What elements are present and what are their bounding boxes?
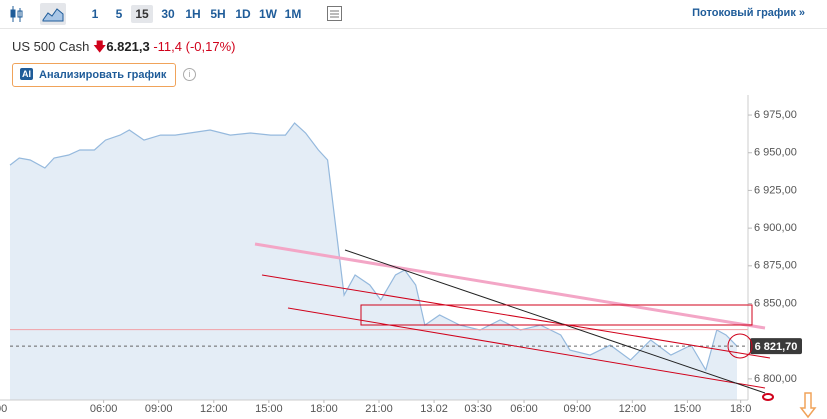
- x-tick-label: 06:00: [510, 403, 538, 415]
- trend-line: [344, 249, 766, 394]
- instrument: US 500 Cash: [12, 39, 90, 54]
- watermark-brand: Investing: [24, 302, 72, 314]
- x-tick-label: 18:00: [310, 403, 338, 415]
- watermark-suffix: .com: [72, 299, 107, 316]
- x-tick-label: 00:00: [0, 403, 7, 415]
- y-tick-label: 6 900,00: [754, 222, 797, 234]
- x-tick-label: 15:00: [255, 403, 283, 415]
- drawings: [254, 242, 817, 419]
- ellipse-mark: [762, 393, 774, 401]
- x-tick-label: 12:00: [619, 403, 647, 415]
- quote-header: US 500 Cash 🡇6.821,3 -11,4 (-0,17%): [12, 38, 235, 60]
- table-icon[interactable]: [326, 5, 344, 23]
- ai-label: Анализировать график: [39, 69, 167, 81]
- y-tick-label: 6 800,00: [754, 373, 797, 385]
- trend-line: [287, 307, 766, 389]
- x-tick-label: 13.02: [420, 403, 448, 415]
- change-pct: (-0,17%): [185, 39, 236, 54]
- x-tick-label: 09:00: [564, 403, 592, 415]
- interval-button[interactable]: 30: [161, 7, 175, 21]
- y-tick-label: 6 925,00: [754, 184, 797, 196]
- x-tick-label: 12:00: [200, 403, 228, 415]
- interval-button[interactable]: 1W: [259, 7, 277, 21]
- x-tick-label: 06:00: [90, 403, 118, 415]
- arrow-icon: [799, 392, 817, 419]
- interval-button[interactable]: 1H: [185, 7, 201, 21]
- interval-button[interactable]: 1: [91, 7, 99, 21]
- trend-line: [254, 242, 766, 330]
- interval-button[interactable]: 5H: [210, 7, 226, 21]
- interval-button[interactable]: 15: [131, 5, 153, 23]
- y-tick-label: 6 975,00: [754, 109, 797, 121]
- ai-button[interactable]: AI Анализировать график: [12, 63, 176, 87]
- x-tick-label: 15:00: [674, 403, 702, 415]
- y-tick-label: 6 850,00: [754, 297, 797, 309]
- y-tick-label: 6 950,00: [754, 147, 797, 159]
- stream-link[interactable]: Потоковый график »: [692, 7, 805, 19]
- ai-badge: AI: [20, 68, 33, 80]
- price-line: [9, 122, 738, 372]
- change: -11,4: [153, 39, 182, 54]
- area-fill: [10, 123, 737, 400]
- x-tick-label: 09:00: [145, 403, 173, 415]
- interval-button[interactable]: 5: [115, 7, 123, 21]
- interval-button[interactable]: 1D: [235, 7, 251, 21]
- watermark: Investing.com: [24, 299, 107, 316]
- x-tick-label: 21:00: [365, 403, 393, 415]
- y-tick-label: 6 875,00: [754, 260, 797, 272]
- trend-line: [261, 274, 771, 359]
- x-tick-label: 18:0: [730, 403, 751, 415]
- x-tick-label: 03:30: [464, 403, 492, 415]
- candle-icon[interactable]: [6, 0, 36, 28]
- circle-mark: [727, 333, 753, 359]
- last-price-label: 6 821,70: [755, 341, 798, 353]
- price: 6.821,3: [106, 39, 150, 54]
- interval-button[interactable]: 1M: [284, 7, 302, 21]
- down-arrow: 🡇: [92, 39, 107, 54]
- zone-rect: [360, 304, 753, 326]
- toolbar: 1 5 15 30 1H 5H 1D 1W 1M Потоковый график »: [0, 0, 827, 29]
- info-icon[interactable]: i: [183, 68, 196, 81]
- last-price-box: [750, 338, 802, 355]
- area-icon[interactable]: [40, 3, 66, 25]
